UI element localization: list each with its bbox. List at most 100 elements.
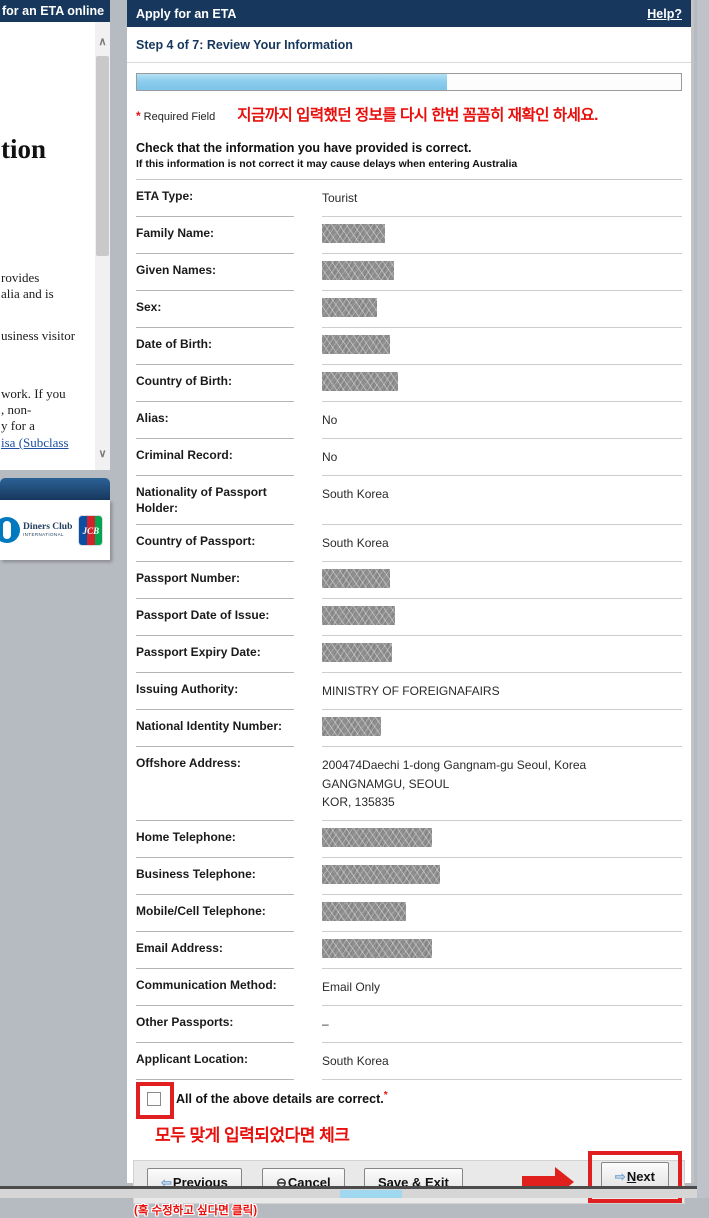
field-row: Issuing Authority: MINISTRY OF FOREIGNAFA… [136, 673, 682, 711]
field-value [322, 858, 682, 895]
sidebar-text-fragment: y for a [1, 418, 35, 433]
field-label: Sex: [136, 291, 294, 328]
field-row: Applicant Location: South Korea [136, 1043, 682, 1080]
field-label: Nationality of Passport Holder: [136, 476, 294, 526]
next-icon: ⇨ [614, 1168, 626, 1184]
sidebar-text-fragment: rovides [1, 270, 40, 285]
redacted-value-box [322, 569, 390, 589]
field-label: Family Name: [136, 217, 294, 254]
field-label: Communication Method: [136, 969, 294, 1006]
field-value [322, 821, 682, 858]
field-label: Business Telephone: [136, 858, 294, 895]
field-value [322, 932, 682, 969]
field-value [322, 254, 682, 291]
field-label: Passport Expiry Date: [136, 636, 294, 674]
required-field-label: Required Field [143, 111, 216, 123]
field-label: ETA Type: [136, 180, 294, 217]
field-row: Country of Birth: [136, 365, 682, 402]
field-row: Alias: No [136, 402, 682, 439]
field-value: South Korea [322, 476, 682, 526]
help-link[interactable]: Help? [647, 6, 682, 21]
sidebar-text-fragment: , non- [1, 402, 32, 417]
redacted-value-box [322, 864, 440, 884]
field-value: – [322, 1006, 682, 1043]
field-row: Sex: [136, 291, 682, 328]
field-row: Family Name: [136, 217, 682, 254]
confirm-checkbox[interactable] [147, 1091, 161, 1106]
korean-annotation-bottom: (혹 수정하고 싶다면 클릭) [134, 1204, 258, 1217]
redacted-value-box [322, 335, 390, 354]
field-row: Business Telephone: [136, 858, 682, 895]
cancel-icon: ⊖ [276, 1174, 287, 1190]
sidebar-link-fragment[interactable]: isa (Subclass [1, 435, 69, 450]
field-row: Nationality of Passport Holder: South Kor… [136, 476, 682, 526]
field-value [322, 636, 682, 674]
field-value [322, 328, 682, 365]
redacted-value-box [322, 827, 432, 847]
field-value [322, 710, 682, 748]
redacted-value-box [322, 643, 392, 663]
step-header: Step 4 of 7: Review Your Information [127, 27, 691, 63]
korean-annotation-checkbox: 모두 맞게 입력되었다면 체크 [155, 1125, 350, 1145]
field-label: Criminal Record: [136, 439, 294, 476]
field-label: Country of Birth: [136, 365, 294, 402]
field-row: Passport Number: [136, 562, 682, 600]
field-value: Tourist [322, 180, 682, 217]
field-value: South Korea [322, 1043, 682, 1080]
field-row: Offshore Address: 200474Daechi 1-dong Gan… [136, 747, 682, 821]
check-info-heading: Check that the information you have prov… [136, 141, 472, 155]
redacted-value-box [322, 372, 398, 391]
diners-club-icon [0, 517, 20, 543]
scroll-up-icon[interactable]: ∧ [98, 36, 107, 48]
field-label: Date of Birth: [136, 328, 294, 365]
required-asterisk: * [136, 109, 141, 123]
step-title: Step 4 of 7: Review Your Information [136, 38, 353, 52]
field-value: MINISTRY OF FOREIGNAFAIRS [322, 673, 682, 711]
field-label: Home Telephone: [136, 821, 294, 858]
redacted-value-box [322, 224, 385, 243]
scroll-thumb[interactable] [96, 56, 109, 256]
field-row: Passport Expiry Date: [136, 636, 682, 674]
field-label: Alias: [136, 402, 294, 439]
field-row: Passport Date of Issue: [136, 599, 682, 637]
diners-club-logo: Diners Club INTERNATIONAL [0, 517, 72, 543]
field-label: Other Passports: [136, 1006, 294, 1043]
field-label: Issuing Authority: [136, 673, 294, 711]
divider [136, 179, 682, 180]
redacted-value-box [322, 298, 377, 317]
field-label: Email Address: [136, 932, 294, 969]
field-value [322, 599, 682, 637]
sidebar-panel: tion rovides alia and is usiness visitor wo… [0, 22, 110, 470]
sidebar-text-fragment: alia and is [1, 286, 54, 301]
field-label: National Identity Number: [136, 710, 294, 748]
field-value [322, 895, 682, 932]
field-value [322, 217, 682, 254]
sidebar-heading-fragment: tion [1, 134, 47, 164]
field-label: Passport Number: [136, 562, 294, 600]
korean-annotation-top: 지금까지 입력했던 정보를 다시 한번 꼼꼼히 재확인 하세요. [237, 107, 598, 124]
scroll-down-icon[interactable]: ∨ [98, 448, 107, 460]
field-value: No [322, 439, 682, 476]
sidebar-scrollbar[interactable]: ∧ ∨ [95, 22, 110, 470]
right-page-margin [697, 0, 709, 1198]
field-label: Applicant Location: [136, 1043, 294, 1080]
field-value: No [322, 402, 682, 439]
confirm-label: All of the above details are correct.* [176, 1089, 388, 1107]
footer-blue-fragment [340, 1190, 402, 1198]
field-row: Criminal Record: No [136, 439, 682, 476]
field-row: ETA Type: Tourist [136, 180, 682, 217]
jcb-logo: JCB [78, 514, 104, 546]
payment-cards-panel-header [0, 478, 110, 500]
sidebar-header: for an ETA online [0, 0, 110, 22]
field-row: Other Passports: – [136, 1006, 682, 1043]
field-label: Offshore Address: [136, 747, 294, 821]
previous-icon: ⇦ [161, 1174, 172, 1190]
field-value: South Korea [322, 525, 682, 563]
field-row: Email Address: [136, 932, 682, 969]
progress-bar [136, 73, 682, 91]
field-label: Given Names: [136, 254, 294, 291]
redacted-value-box [322, 938, 432, 958]
field-value: 200474Daechi 1-dong Gangnam-gu Seoul, Ko… [322, 747, 682, 821]
field-label: Country of Passport: [136, 525, 294, 563]
